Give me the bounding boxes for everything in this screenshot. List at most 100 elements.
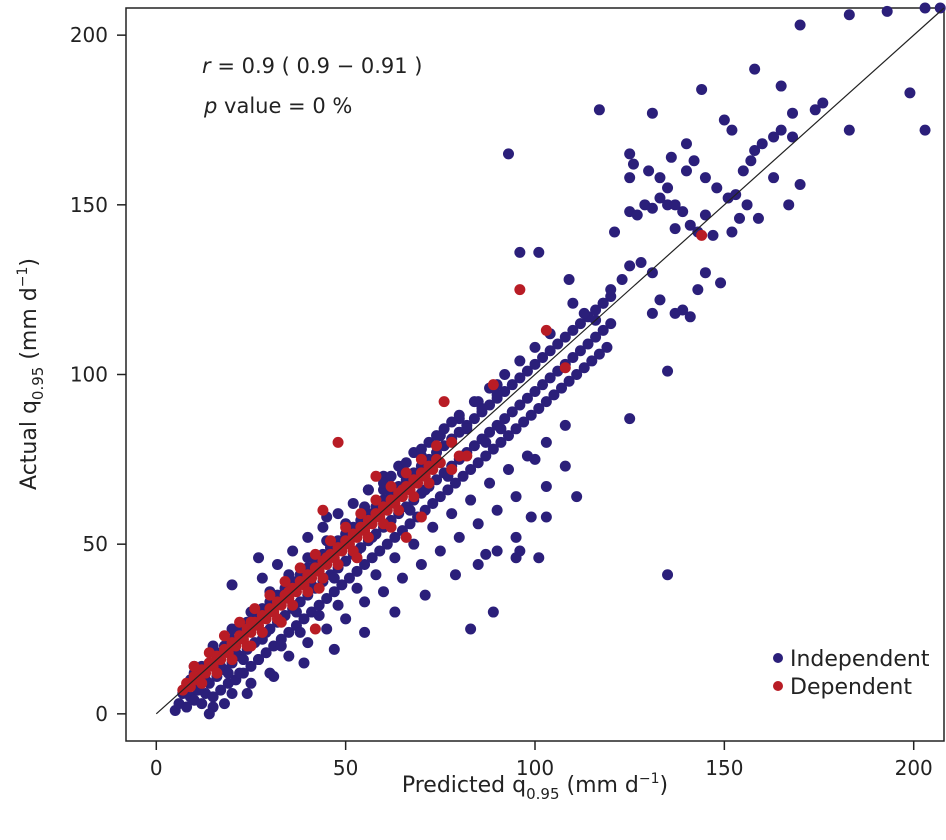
independent-point [529,385,541,397]
independent-point [567,352,579,364]
dependent-point [431,440,443,452]
independent-point [563,375,575,387]
independent-point [389,531,401,543]
independent-point [646,202,658,214]
x-axis-ticks: 0 50 100 150 200 [150,741,933,780]
dependent-point [540,324,552,336]
independent-point [749,145,761,157]
independent-point [699,267,711,279]
independent-point [298,613,310,625]
stat-r-italic: r [202,54,212,78]
independent-point [253,552,265,564]
dependent-point [203,647,215,659]
independent-point [415,443,427,455]
independent-point [646,107,658,119]
independent-point [434,491,446,503]
independent-point [540,396,552,408]
dependent-point [332,559,344,571]
dependent-point [287,599,299,611]
independent-point [298,657,310,669]
independent-point [775,124,787,136]
stat-r: r = 0.9 ( 0.9 − 0.91 ) [202,54,423,78]
dependent-point [283,586,295,598]
independent-point [794,19,806,31]
independent-point [502,430,514,442]
x-axis-label: Predicted q0.95 (mm d−1) [402,771,668,803]
dependent-point [245,616,257,628]
dependent-point [332,436,344,448]
independent-point [514,355,526,367]
independent-point [684,311,696,323]
independent-point [268,640,280,652]
independent-point [574,318,586,330]
independent-point [646,307,658,319]
independent-point [328,643,340,655]
independent-point [514,246,526,258]
dependent-point [385,521,397,533]
legend-label-dependent: Dependent [790,675,912,700]
stat-p-italic: p [203,94,217,118]
independent-point [669,223,681,235]
independent-point [529,453,541,465]
x-tick-label-0: 0 [150,756,163,780]
independent-point [624,172,636,184]
independent-point [904,87,916,99]
independent-point [283,650,295,662]
independent-point [408,538,420,550]
dependent-point [230,640,242,652]
independent-point [540,436,552,448]
independent-point [506,406,518,418]
independent-point [260,647,272,659]
independent-point [506,379,518,391]
independent-point [465,623,477,635]
y-axis-label-unit-end: ) [17,258,42,267]
dependent-point [188,660,200,672]
dependent-point [184,681,196,693]
independent-point [518,416,530,428]
independent-point [510,423,522,435]
dependent-point [446,464,458,476]
independent-point [684,219,696,231]
independent-point [574,345,586,357]
independent-point [752,212,764,224]
independent-point [643,165,655,177]
independent-point [768,131,780,143]
stat-r-value: = 0.9 ( 0.9 − 0.91 ) [211,54,423,78]
independent-point [559,419,571,431]
legend-label-independent: Independent [790,647,930,672]
dependent-point [211,667,223,679]
independent-point [359,626,371,638]
independent-point [385,470,397,482]
y-tick-label-0: 0 [95,702,108,726]
independent-point [533,246,545,258]
independent-point [495,436,507,448]
dependent-point [423,477,435,489]
dependent-point [514,284,526,296]
independent-point [351,582,363,594]
independent-point [234,667,246,679]
independent-point [427,497,439,509]
independent-point [662,199,674,211]
independent-point [226,623,238,635]
independent-point [662,182,674,194]
independent-point [465,464,477,476]
independent-point [544,372,556,384]
dependent-point [461,450,473,462]
independent-point [332,599,344,611]
independent-point [427,521,439,533]
independent-point [491,504,503,516]
independent-point [374,545,386,557]
independent-point [794,178,806,190]
independent-point [726,226,738,238]
independent-point [351,565,363,577]
independent-point [502,148,514,160]
dependent-point [313,582,325,594]
independent-point [593,348,605,360]
independent-point [525,511,537,523]
y-axis-label-unit: (mm d [17,287,42,366]
independent-point [400,457,412,469]
series-dependent [177,229,708,696]
independent-point [476,402,488,414]
dependent-point [487,379,499,391]
independent-point [809,104,821,116]
